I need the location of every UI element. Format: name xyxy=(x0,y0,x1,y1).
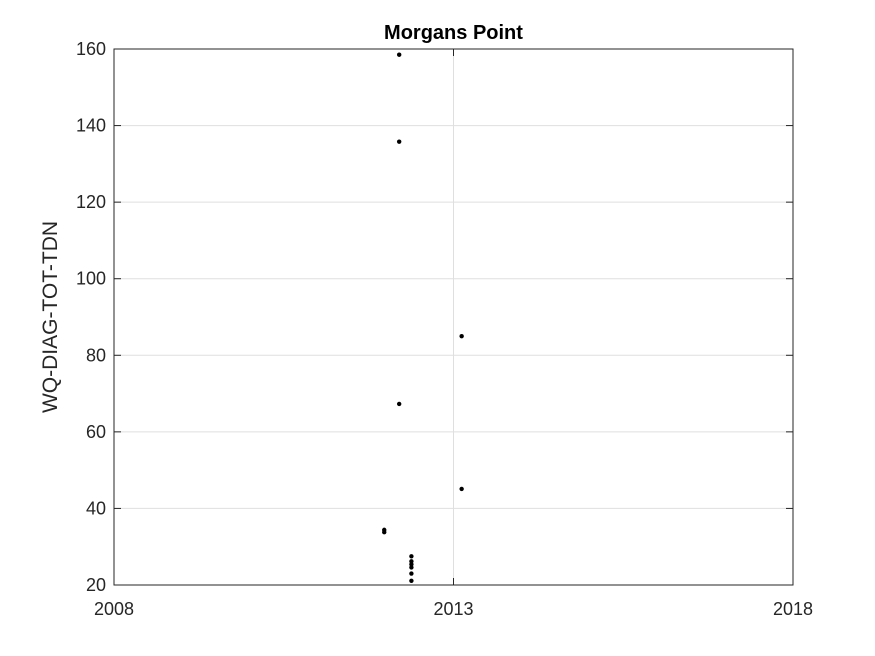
data-point xyxy=(459,486,464,492)
data-point xyxy=(459,333,464,339)
x-tick-label: 2008 xyxy=(94,599,134,619)
data-point xyxy=(409,562,414,567)
data-point xyxy=(409,565,414,570)
y-tick-label: 20 xyxy=(86,575,106,595)
data-point xyxy=(396,139,402,144)
data-point xyxy=(409,554,414,559)
data-point xyxy=(409,571,414,576)
y-tick-label: 80 xyxy=(86,345,106,365)
data-point xyxy=(409,559,414,564)
y-tick-label: 140 xyxy=(76,116,106,136)
y-axis: 20 40 60 80 100 120 140 160 xyxy=(76,39,793,595)
y-tick-label: 120 xyxy=(76,192,106,212)
y-tick-label: 60 xyxy=(86,422,106,442)
data-points xyxy=(382,52,464,583)
data-point xyxy=(396,401,402,407)
y-tick-label: 160 xyxy=(76,39,106,59)
x-tick-label: 2013 xyxy=(433,599,473,619)
y-axis-label: WQ-DIAG-TOT-TDN xyxy=(39,221,62,413)
data-point xyxy=(409,578,414,583)
x-axis: 2008 2013 2018 xyxy=(94,49,813,619)
data-point xyxy=(396,52,402,57)
y-tick-label: 100 xyxy=(76,269,106,289)
y-tick-label: 40 xyxy=(86,498,106,518)
x-tick-label: 2018 xyxy=(773,599,813,619)
data-point xyxy=(382,529,387,535)
chart-title: Morgans Point xyxy=(384,22,523,44)
